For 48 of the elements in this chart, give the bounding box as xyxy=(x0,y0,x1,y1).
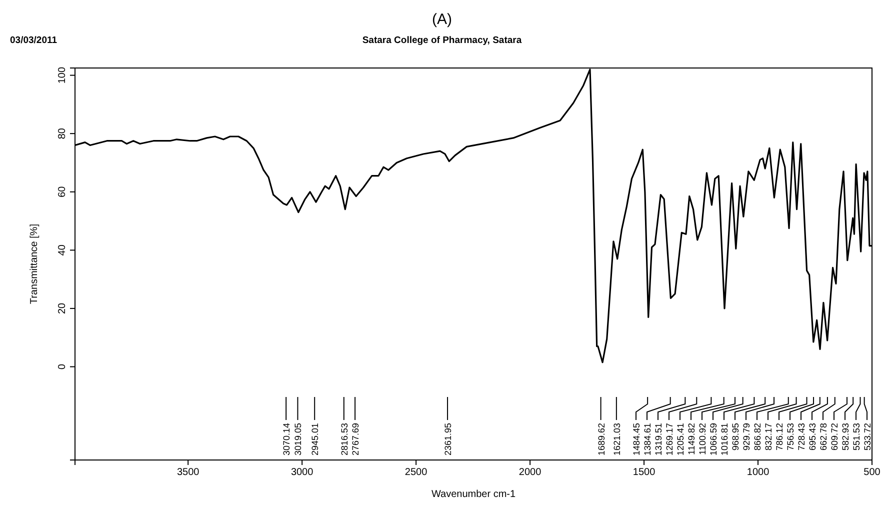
annotation: 1016.81 xyxy=(720,423,730,456)
annotation: 832.17 xyxy=(764,423,774,451)
annotation: 1484.45 xyxy=(632,423,642,456)
annotation: 786.12 xyxy=(774,423,784,451)
y-tick-label: 0 xyxy=(57,364,68,370)
annotation: 1319.51 xyxy=(654,423,664,456)
y-axis-title: Transmittance [%] xyxy=(29,224,40,304)
annotation: 2361.95 xyxy=(443,423,454,456)
y-tick-label: 60 xyxy=(57,186,68,198)
y-tick-label: 40 xyxy=(57,244,68,256)
annotation: 3019.05 xyxy=(293,423,304,456)
annotation: 1066.59 xyxy=(708,423,718,456)
x-tick-label: 3500 xyxy=(176,467,200,478)
annotation: 1384.61 xyxy=(642,423,652,456)
annotation: 1269.17 xyxy=(664,423,674,456)
annotation: 551.53 xyxy=(852,423,862,451)
text: 03/03/2011 xyxy=(10,35,58,46)
x-axis-title: Wavenumber cm-1 xyxy=(431,489,516,500)
annotation: 2767.69 xyxy=(350,423,361,456)
annotation: 3070.14 xyxy=(282,423,292,456)
x-tick-label: 3000 xyxy=(290,467,314,478)
y-tick-label: 100 xyxy=(57,66,68,84)
annotation: 609.72 xyxy=(830,423,840,451)
annotation: 1689.62 xyxy=(596,423,606,456)
annotation: 2816.53 xyxy=(339,423,350,456)
annotation: 929.79 xyxy=(742,423,752,451)
x-tick-label: 1000 xyxy=(746,467,770,478)
x-tick-label: 2500 xyxy=(404,467,428,478)
y-tick-label: 80 xyxy=(57,128,68,140)
x-tick-label: 500 xyxy=(864,467,881,478)
annotation: 968.95 xyxy=(730,423,740,451)
x-tick-label: 1500 xyxy=(632,467,656,478)
x-tick-label: 2000 xyxy=(518,467,542,478)
annotation: 1100.92 xyxy=(698,423,708,455)
annotation: 756.53 xyxy=(786,423,796,451)
annotation: 662.78 xyxy=(818,423,828,451)
y-tick-label: 20 xyxy=(57,302,68,314)
annotation: 866.82 xyxy=(752,423,762,451)
annotation: 728.43 xyxy=(796,423,806,451)
annotation: 1205.41 xyxy=(676,423,686,456)
annotation: 2945.01 xyxy=(310,423,320,456)
annotation: 582.93 xyxy=(840,423,850,451)
chart-subtitle: Satara College of Pharmacy, Satara xyxy=(362,35,522,46)
annotation: 695.43 xyxy=(808,423,818,451)
chart-title: (A) xyxy=(432,11,452,28)
annotation: 1621.03 xyxy=(612,423,622,456)
annotation: 533.72 xyxy=(862,423,872,451)
annotation: 1149.82 xyxy=(686,423,696,455)
